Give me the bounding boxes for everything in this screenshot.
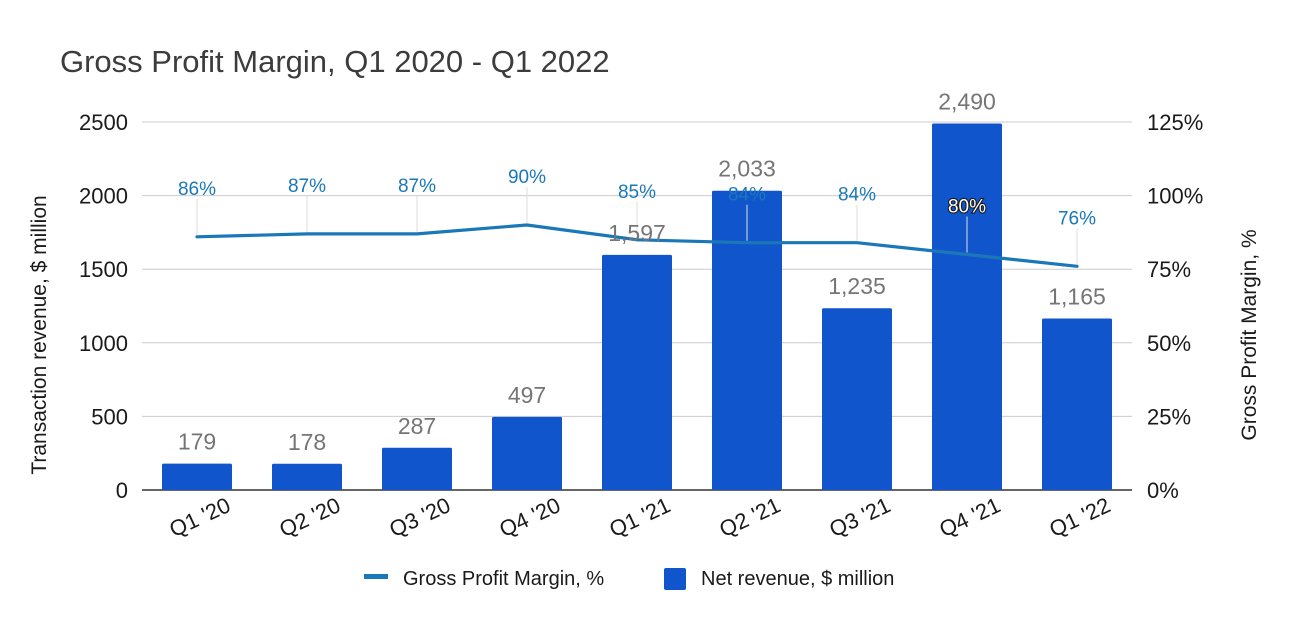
line-data-labels: 86% 87% 87% 90% 85% 84% 84% 80% 76% <box>178 167 1096 229</box>
line-series <box>195 223 1079 268</box>
legend-label-gross-profit-margin: Gross Profit Margin, % <box>403 568 604 590</box>
bar-series <box>162 123 1112 491</box>
x-tick-label: Q3 '21 <box>825 492 894 542</box>
line-data-label: 86% <box>178 179 216 200</box>
line-data-label: 87% <box>398 176 436 197</box>
y-tick-label-left: 2000 <box>79 184 128 209</box>
line-data-label: 90% <box>508 167 546 188</box>
bar-data-label: 1,597 <box>608 220 666 246</box>
y-tick-label-right: 100% <box>1147 184 1203 209</box>
bar <box>932 123 1002 491</box>
x-tick-label: Q4 '21 <box>935 492 1004 542</box>
line-data-label: 84% <box>728 185 766 206</box>
y-tick-label-left: 0 <box>116 478 128 503</box>
bar <box>712 190 782 490</box>
y-tick-label-left: 1000 <box>79 331 128 356</box>
x-tick-label: Q1 '20 <box>165 492 234 542</box>
legend-label-net-revenue: Net revenue, $ million <box>701 568 894 590</box>
y-tick-label-left: 2500 <box>79 110 128 135</box>
bar <box>602 254 672 490</box>
line-data-label: 84% <box>838 185 876 206</box>
bar <box>162 463 232 490</box>
y-tick-label-right: 75% <box>1147 257 1191 282</box>
bar-data-label: 178 <box>288 429 326 455</box>
bar <box>492 416 562 490</box>
bar-data-label: 497 <box>508 382 546 408</box>
y-tick-label-left: 1500 <box>79 257 128 282</box>
y-axis-title-left: Transaction revenue, $ million <box>28 195 51 474</box>
line-data-label: 80% <box>948 196 986 217</box>
bar-data-label: 287 <box>398 413 436 439</box>
y-tick-label-left: 500 <box>91 404 128 429</box>
bar <box>272 463 342 490</box>
left-axis-ticks: 0 500 1000 1500 2000 2500 <box>79 110 128 503</box>
bar-data-label: 2,490 <box>938 88 996 114</box>
y-tick-label-right: 50% <box>1147 331 1191 356</box>
y-tick-label-right: 125% <box>1147 110 1203 135</box>
bar-data-label: 1,235 <box>828 273 886 299</box>
line-data-label: 85% <box>618 182 656 203</box>
bar <box>1042 318 1112 490</box>
legend: Gross Profit Margin, % Net revenue, $ mi… <box>364 568 894 590</box>
y-tick-label-right: 0% <box>1147 478 1179 503</box>
legend-swatch-net-revenue <box>664 568 686 590</box>
right-axis-ticks: 0% 25% 50% 75% 100% 125% <box>1147 110 1203 503</box>
legend-swatch-gross-profit-margin <box>364 574 388 579</box>
x-tick-label: Q2 '20 <box>275 492 344 542</box>
bar-data-label: 2,033 <box>718 156 776 182</box>
x-axis-ticks: Q1 '20 Q2 '20 Q3 '20 Q4 '20 Q1 '21 Q2 '21 Q3 '… <box>165 492 1114 542</box>
x-tick-label: Q1 '22 <box>1045 492 1114 542</box>
line-label-leaders <box>196 187 1078 265</box>
chart-title: Gross Profit Margin, Q1 2020 - Q1 2022 <box>60 44 610 79</box>
bar-data-label: 179 <box>178 429 216 455</box>
line-data-label: 87% <box>288 176 326 197</box>
bar <box>822 308 892 490</box>
y-tick-label-right: 25% <box>1147 404 1191 429</box>
bar <box>382 447 452 490</box>
y-axis-title-right: Gross Profit Margin, % <box>1238 229 1261 440</box>
bar-data-label: 1,165 <box>1048 284 1106 310</box>
bar-data-labels: 179 178 287 497 1,597 2,033 1,235 2,490 1,165 <box>178 88 1106 454</box>
x-tick-label: Q2 '21 <box>715 492 784 542</box>
line-data-label: 76% <box>1058 208 1096 229</box>
x-tick-label: Q1 '21 <box>605 492 674 542</box>
x-tick-label: Q4 '20 <box>495 492 564 542</box>
x-tick-label: Q3 '20 <box>385 492 454 542</box>
gross-profit-margin-line <box>195 223 1079 268</box>
